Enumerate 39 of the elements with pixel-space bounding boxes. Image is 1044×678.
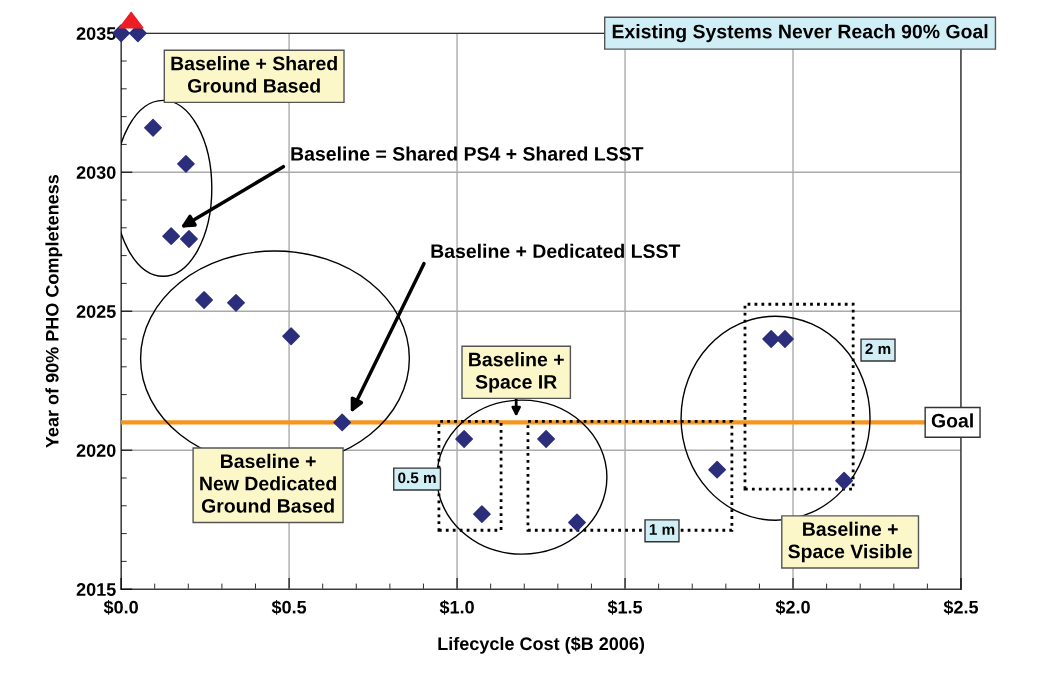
point: [537, 430, 556, 448]
point: [180, 230, 198, 248]
x-tick-label: $2.5: [943, 599, 979, 615]
point: [333, 413, 352, 432]
x-tick-label: $0.5: [271, 599, 307, 615]
point: [195, 291, 213, 309]
point: [162, 227, 181, 246]
y-tick-label: 2015: [76, 583, 116, 596]
annotation: 2 m: [865, 343, 891, 355]
y-tick-label: 2035: [76, 27, 116, 40]
x-tick-label: $1.5: [607, 599, 643, 615]
annotation: Baseline + New Dedicated Ground Based: [200, 453, 336, 513]
chart-title: Existing Systems Never Reach 90% Goal: [612, 24, 988, 43]
y-tick-label: 2020: [76, 444, 116, 457]
point: [227, 293, 245, 312]
x-tick-label: $1.0: [439, 599, 474, 615]
annotation: Baseline + Space IR: [469, 352, 564, 393]
point: [455, 430, 474, 448]
point: [568, 513, 586, 532]
annotation: Baseline + Shared Ground Based: [171, 56, 337, 93]
point: [473, 505, 491, 524]
point: [776, 330, 794, 348]
y-tick-label: 2030: [76, 166, 116, 179]
point: [144, 118, 162, 137]
annotation: 0.5 m: [398, 472, 436, 484]
x-tick-label: $0.0: [103, 599, 138, 615]
point: [835, 471, 854, 490]
annotation: 1 m: [649, 524, 675, 535]
point: [282, 327, 301, 346]
y-axis-title: Year of 90% PHO Completeness: [45, 174, 63, 448]
annotation: Baseline + Space Visible: [788, 521, 912, 563]
point: [177, 154, 195, 173]
x-axis-title: Lifecycle Cost ($B 2006): [438, 636, 645, 654]
x-tick-label: $2.0: [775, 599, 810, 615]
ref-line-label: Goal: [931, 413, 973, 428]
y-tick-label: 2025: [76, 305, 116, 318]
annotation: Baseline + Dedicated LSST: [431, 243, 681, 259]
annotation: Baseline = Shared PS4 + Shared LSST: [291, 146, 644, 161]
point: [708, 460, 727, 479]
